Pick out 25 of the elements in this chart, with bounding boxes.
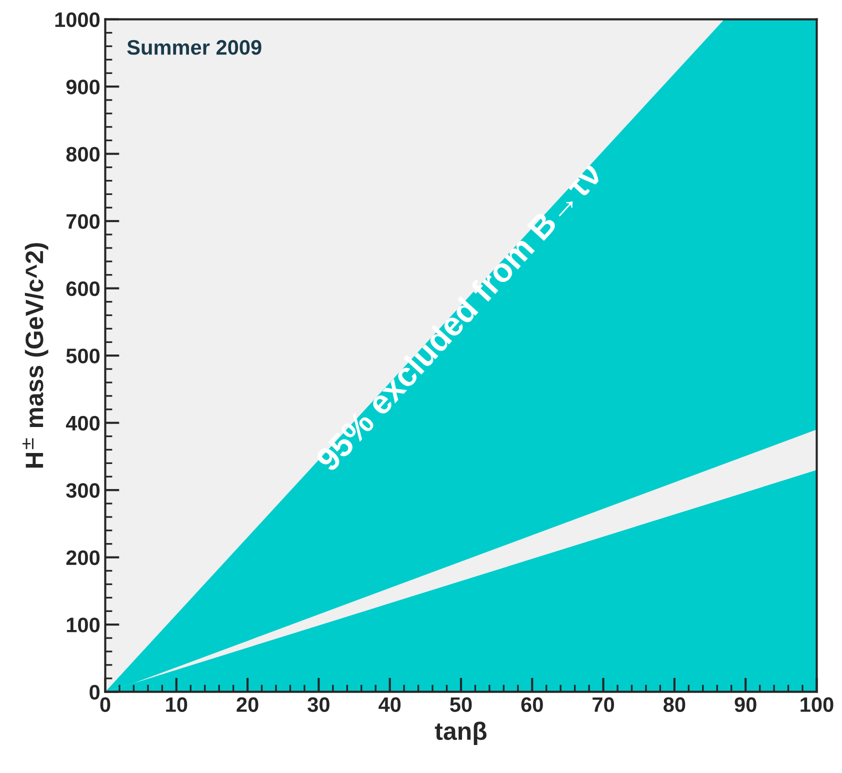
- x-tick-label: 90: [734, 697, 756, 712]
- y-tick-label: 0: [90, 684, 100, 700]
- y-tick-label: 800: [66, 146, 100, 162]
- x-tick-label: 10: [166, 697, 188, 712]
- y-tick-label: 500: [66, 348, 100, 364]
- x-tick-label: 100: [800, 697, 834, 712]
- y-tick-label: 900: [66, 80, 100, 94]
- x-tick-label: 60: [521, 697, 543, 712]
- y-tick-label: 400: [66, 416, 100, 431]
- x-tick-label: 80: [664, 697, 686, 712]
- annotation: Summer 2009: [127, 40, 262, 55]
- x-tick-label: 30: [308, 697, 330, 712]
- x-tick-label: 70: [592, 697, 614, 712]
- x-tick-label: 50: [450, 697, 472, 712]
- x-tick-label: 0: [100, 697, 110, 712]
- y-tick-label: 200: [66, 550, 100, 566]
- y-tick-label: 1000: [55, 12, 100, 28]
- y-tick-label: 600: [66, 281, 100, 296]
- x-tick-label: 20: [236, 697, 258, 712]
- x-axis-title: tanβ: [434, 722, 487, 745]
- y-axis-title: H$^{±}$ mass (GeV/c^2): [22, 243, 48, 468]
- y-tick-label: 300: [66, 483, 100, 498]
- y-tick-label: 700: [66, 214, 100, 229]
- y-tick-label: 100: [66, 618, 100, 632]
- x-tick-label: 40: [378, 697, 401, 712]
